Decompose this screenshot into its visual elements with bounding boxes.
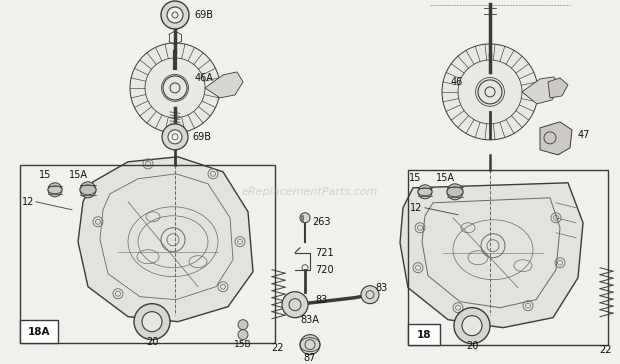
Text: 69B: 69B bbox=[194, 10, 213, 20]
Circle shape bbox=[168, 130, 182, 144]
Text: 46: 46 bbox=[451, 77, 463, 87]
Circle shape bbox=[447, 184, 463, 200]
Ellipse shape bbox=[418, 188, 432, 196]
Bar bbox=[408, 170, 608, 345]
Circle shape bbox=[162, 124, 188, 150]
Text: 20: 20 bbox=[146, 337, 158, 347]
Text: 22: 22 bbox=[600, 345, 613, 355]
Text: 83: 83 bbox=[375, 283, 388, 293]
Circle shape bbox=[167, 7, 183, 23]
Circle shape bbox=[161, 1, 189, 29]
Polygon shape bbox=[400, 183, 583, 328]
Text: 12: 12 bbox=[22, 197, 34, 207]
Text: 20: 20 bbox=[466, 341, 478, 351]
Circle shape bbox=[454, 308, 490, 344]
Text: 15: 15 bbox=[39, 170, 51, 180]
Bar bbox=[20, 320, 58, 343]
Circle shape bbox=[48, 183, 62, 197]
Text: 47: 47 bbox=[578, 130, 590, 140]
Circle shape bbox=[238, 320, 248, 330]
Text: 83A: 83A bbox=[300, 314, 319, 325]
Ellipse shape bbox=[80, 185, 96, 195]
Circle shape bbox=[418, 185, 432, 199]
Ellipse shape bbox=[447, 187, 463, 197]
Bar bbox=[20, 165, 275, 343]
Polygon shape bbox=[522, 77, 560, 104]
Text: 83: 83 bbox=[315, 295, 327, 305]
Circle shape bbox=[300, 335, 320, 355]
Text: 18A: 18A bbox=[28, 327, 50, 337]
Text: 263: 263 bbox=[312, 217, 330, 227]
Text: 87: 87 bbox=[304, 353, 316, 363]
Text: 15: 15 bbox=[409, 173, 421, 183]
Text: eReplacementParts.com: eReplacementParts.com bbox=[242, 187, 378, 197]
Circle shape bbox=[282, 292, 308, 318]
Text: 22: 22 bbox=[272, 343, 284, 353]
Bar bbox=[408, 324, 440, 345]
Text: 12: 12 bbox=[410, 203, 422, 213]
Circle shape bbox=[238, 330, 248, 340]
Circle shape bbox=[442, 44, 538, 140]
Circle shape bbox=[300, 213, 310, 223]
Text: 15A: 15A bbox=[435, 173, 454, 183]
Polygon shape bbox=[205, 72, 243, 98]
Text: 15A: 15A bbox=[68, 170, 87, 180]
Polygon shape bbox=[540, 122, 572, 155]
Circle shape bbox=[462, 316, 482, 336]
Text: 69B: 69B bbox=[192, 132, 211, 142]
Circle shape bbox=[163, 76, 187, 100]
Polygon shape bbox=[78, 157, 253, 322]
Circle shape bbox=[80, 182, 96, 198]
Text: 18: 18 bbox=[417, 330, 432, 340]
Text: 720: 720 bbox=[315, 265, 334, 275]
Circle shape bbox=[361, 286, 379, 304]
Ellipse shape bbox=[48, 186, 62, 194]
Text: 721: 721 bbox=[315, 248, 334, 258]
Circle shape bbox=[142, 312, 162, 332]
Circle shape bbox=[134, 304, 170, 340]
Text: 46A: 46A bbox=[195, 73, 214, 83]
Polygon shape bbox=[548, 78, 568, 98]
Circle shape bbox=[130, 43, 220, 133]
Circle shape bbox=[478, 80, 502, 104]
Text: 15B: 15B bbox=[234, 340, 252, 349]
